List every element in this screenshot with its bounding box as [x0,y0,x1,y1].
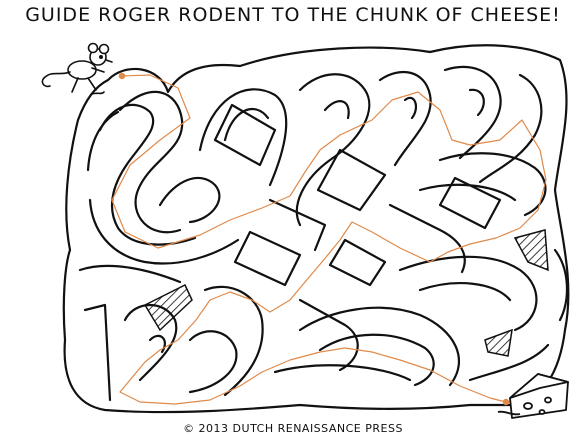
maze-wall [403,96,418,120]
goal-marker [502,398,510,406]
maze-wall [158,176,221,224]
maze-wall [295,73,371,227]
maze-wall [88,198,240,265]
maze-wall [188,330,238,394]
maze-wall [468,343,550,382]
solution-path [111,74,547,405]
maze-wall [318,333,435,387]
maze-wall [438,176,502,230]
maze-wall [83,303,112,402]
maze-wall [148,334,166,354]
maze-wall [298,306,460,387]
hatched-blocks [143,229,549,357]
maze-wall [118,90,184,234]
maze-wall [438,152,547,217]
maze-wall [553,248,569,322]
maze-wall [418,183,517,202]
outer-wall [62,44,570,414]
maze-wall [443,65,502,160]
hatched-block [513,229,549,272]
maze-walls [62,44,570,414]
hatched-block [143,283,193,332]
maze-wall [378,71,432,167]
mouse-icon [41,42,113,95]
maze-wall [123,304,178,382]
maze-wall [203,285,264,397]
maze-wall [198,88,288,187]
maze-wall [213,103,277,167]
maze-wall [478,73,543,184]
cheese-icon [497,373,569,419]
maze-wall [328,238,387,287]
maze-wall [86,110,120,172]
start-marker [118,72,126,80]
maze-wall [233,230,302,287]
maze-wall [323,100,350,120]
maze-wall [273,364,412,382]
copyright-credit: © 2013 DUTCH RENAISSANCE PRESS [183,422,403,435]
maze-wall [398,255,538,332]
maze-wall [418,282,512,302]
maze-wall [98,103,197,246]
maze-wall [388,203,466,274]
maze-wall [78,264,182,284]
maze-wall [468,88,485,117]
hatched-block [484,328,513,357]
maze-wall [316,148,387,212]
page-title: GUIDE ROGER RODENT TO THE CHUNK OF CHEES… [25,4,561,26]
maze-wall [268,198,327,252]
